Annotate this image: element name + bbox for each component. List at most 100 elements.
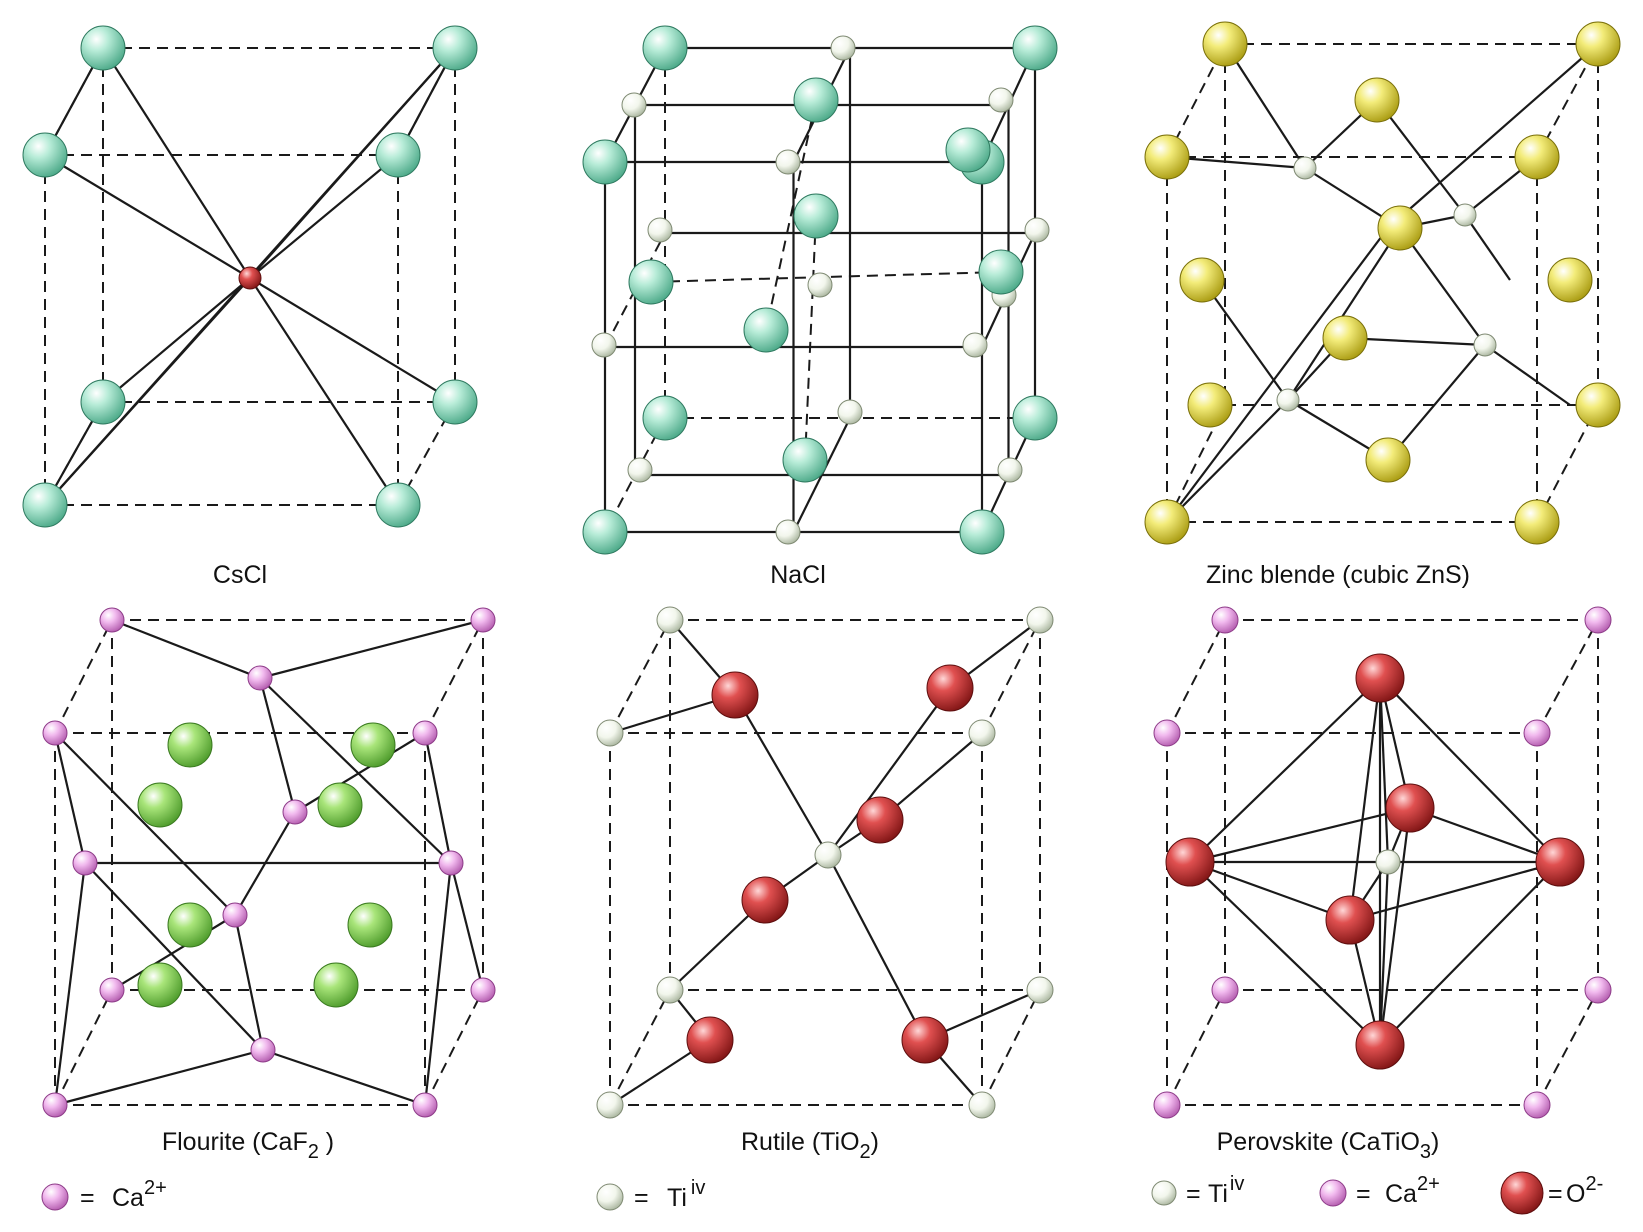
zns-bond bbox=[1166, 155, 1306, 170]
legend-ca-symbol-left: Ca bbox=[112, 1184, 144, 1212]
caption-catio3-sub: 3 bbox=[1420, 1141, 1431, 1163]
nacl-na-atom bbox=[642, 25, 688, 71]
caf2-bond bbox=[234, 811, 296, 916]
tio2-ti-atom bbox=[1026, 606, 1054, 634]
nacl-na-atom bbox=[582, 139, 628, 185]
cscl-cs-atom bbox=[80, 25, 126, 71]
zns-zn-atom bbox=[1547, 257, 1593, 303]
catio3-bond bbox=[1378, 807, 1412, 1046]
caf2-cube-edge bbox=[424, 619, 484, 734]
nacl-cl-atom bbox=[621, 92, 647, 118]
nacl-na-atom bbox=[1012, 395, 1058, 441]
caf2-ca-atom bbox=[42, 1092, 68, 1118]
cscl-cs-atom bbox=[432, 379, 478, 425]
caption-caf2-sub: 2 bbox=[308, 1141, 319, 1163]
caf2-bond bbox=[233, 914, 265, 1051]
cscl-bond bbox=[249, 277, 456, 403]
zns-s-atom bbox=[1453, 203, 1477, 227]
tio2-cube-edge bbox=[609, 619, 671, 734]
tio2-bond bbox=[827, 687, 951, 856]
zns-zn-atom bbox=[1179, 257, 1225, 303]
catio3-ca-atom bbox=[1584, 976, 1612, 1004]
zns-zn-atom bbox=[1365, 437, 1411, 483]
catio3-ti-atom bbox=[1375, 849, 1401, 875]
zns-s-atom bbox=[1276, 388, 1300, 412]
caf2-bond bbox=[423, 862, 453, 1106]
legend-ti-sup-right: iv bbox=[1230, 1173, 1244, 1195]
legend-o-atom bbox=[1500, 1171, 1544, 1215]
cscl-bond bbox=[102, 277, 251, 403]
nacl-na-atom bbox=[1012, 25, 1058, 71]
caf2-bond bbox=[111, 914, 236, 991]
zns-bond bbox=[1387, 43, 1599, 229]
caf2-structure bbox=[42, 607, 496, 1118]
catio3-o-atom bbox=[1535, 837, 1585, 887]
cscl-cs-atom bbox=[432, 25, 478, 71]
zns-zn-atom bbox=[1144, 134, 1190, 180]
caf2-f-atom bbox=[137, 782, 183, 828]
caf2-ca-atom bbox=[412, 1092, 438, 1118]
tio2-ti-atom bbox=[968, 719, 996, 747]
zns-zn-atom bbox=[1354, 77, 1400, 123]
caption-tio2: Rutile (TiO2) bbox=[741, 1128, 879, 1163]
caf2-bond bbox=[262, 1048, 426, 1107]
zns-bond bbox=[1166, 227, 1389, 523]
legend-ti-symbol-right: Ti bbox=[1208, 1180, 1228, 1208]
legend-o-sup: 2- bbox=[1585, 1173, 1603, 1195]
caf2-ca-atom bbox=[99, 607, 125, 633]
caf2-bond bbox=[84, 862, 264, 1051]
caf2-f-atom bbox=[167, 722, 213, 768]
legend-ca-atom-right bbox=[1319, 1179, 1347, 1207]
nacl-edge bbox=[650, 271, 1002, 283]
caf2-ca-atom bbox=[250, 1037, 276, 1063]
nacl-cl-atom bbox=[830, 35, 856, 61]
tio2-structure bbox=[596, 606, 1054, 1119]
nacl-na-atom bbox=[793, 193, 839, 239]
tio2-o-atom bbox=[711, 671, 759, 719]
caf2-f-atom bbox=[317, 782, 363, 828]
nacl-cl-atom bbox=[775, 149, 801, 175]
caf2-f-atom bbox=[167, 902, 213, 948]
caption-catio3-main: Perovskite (CaTiO bbox=[1217, 1128, 1420, 1156]
catio3-cube-edge bbox=[1536, 619, 1599, 734]
legend-ca-label-left: Ca2+ bbox=[112, 1177, 167, 1212]
caf2-bond bbox=[423, 732, 453, 864]
nacl-na-atom bbox=[628, 259, 674, 305]
tio2-o-atom bbox=[926, 664, 974, 712]
catio3-o-atom bbox=[1385, 783, 1435, 833]
caf2-cube-edge bbox=[54, 619, 113, 734]
nacl-na-atom bbox=[743, 307, 789, 353]
caption-tio2-tail: ) bbox=[871, 1128, 879, 1156]
zns-s-atom bbox=[1293, 156, 1317, 180]
cscl-bond bbox=[44, 154, 251, 279]
caf2-ca-atom bbox=[222, 902, 248, 928]
cscl-cs-atom bbox=[22, 132, 68, 178]
cscl-bond bbox=[102, 47, 251, 279]
catio3-cube-edge bbox=[1166, 619, 1226, 734]
cscl-cs-atom bbox=[375, 132, 421, 178]
catio3-bond bbox=[1189, 861, 1381, 1046]
zns-bond bbox=[1376, 99, 1466, 216]
zns-bond bbox=[1464, 214, 1511, 281]
nacl-na-atom bbox=[793, 77, 839, 123]
catio3-ca-atom bbox=[1153, 719, 1181, 747]
cscl-structure bbox=[22, 25, 478, 528]
legend-ti-atom-right bbox=[1151, 1180, 1177, 1206]
caf2-f-atom bbox=[313, 962, 359, 1008]
catio3-structure bbox=[1153, 606, 1612, 1119]
tio2-cube-edge bbox=[609, 989, 671, 1106]
legend-ti-label-right: Ti iv bbox=[1208, 1173, 1244, 1208]
caf2-ca-atom bbox=[438, 850, 464, 876]
legend-ti-symbol-mid: Ti bbox=[667, 1184, 687, 1212]
legend-ca-eq-left: = bbox=[80, 1184, 95, 1212]
tio2-o-atom bbox=[686, 1016, 734, 1064]
nacl-edge bbox=[804, 215, 817, 461]
tio2-ti-atom bbox=[814, 841, 842, 869]
cscl-cs-atom bbox=[22, 482, 68, 528]
tio2-ti-atom bbox=[656, 606, 684, 634]
tio2-cube-edge bbox=[981, 619, 1041, 734]
nacl-cl-atom bbox=[997, 457, 1023, 483]
legend-ti-label-mid: Ti iv bbox=[667, 1177, 705, 1212]
caf2-f-atom bbox=[137, 962, 183, 1008]
